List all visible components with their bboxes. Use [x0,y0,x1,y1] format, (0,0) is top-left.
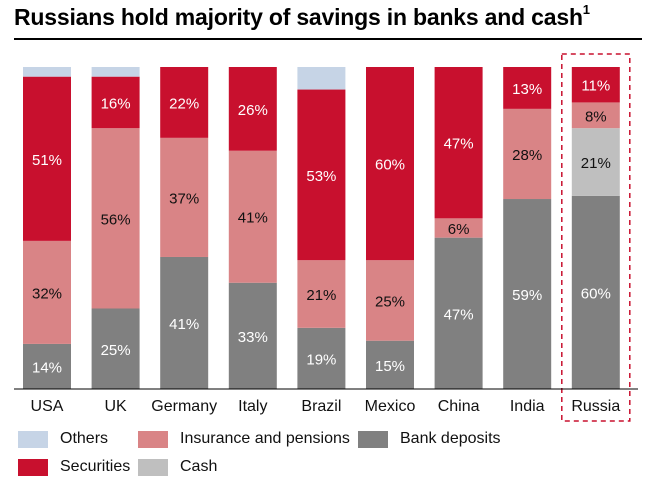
data-label-china-securities: 47% [444,136,474,153]
legend-label-cash: Cash [180,458,218,475]
bar-china-insurance-and-pensions [434,218,483,238]
legend-item-bank-deposits: Bank deposits [358,430,501,448]
x-tick-label-mexico: Mexico [365,398,416,415]
data-label-india-bank-deposits: 59% [512,287,542,304]
x-tick-label-usa: USA [31,398,64,415]
bar-russia-bank-deposits [571,195,620,389]
bar-germany-securities [160,67,209,138]
data-label-germany-insurance-and-pensions: 37% [169,190,199,207]
x-tick-label-china: China [438,398,480,415]
x-tick-label-germany: Germany [151,398,217,415]
data-label-usa-securities: 51% [32,152,62,169]
data-label-russia-cash: 21% [581,155,611,172]
data-label-india-insurance-and-pensions: 28% [512,147,542,164]
data-label-usa-bank-deposits: 14% [32,359,62,376]
data-label-uk-securities: 16% [101,95,131,112]
data-label-brazil-securities: 53% [306,168,336,185]
legend-swatch-securities [18,458,48,476]
bar-germany-bank-deposits [160,256,209,389]
data-label-uk-insurance-and-pensions: 56% [101,211,131,228]
bar-india-insurance-and-pensions [503,108,552,200]
legend-item-securities: Securities [18,458,130,476]
legend-item-cash: Cash [138,458,217,476]
data-label-russia-insurance-and-pensions: 8% [585,108,607,125]
legend-swatch-cash [138,458,168,476]
bar-mexico-bank-deposits [366,340,414,389]
data-label-china-bank-deposits: 47% [444,306,474,323]
legend-item-others: Others [18,430,108,448]
bar-uk-bank-deposits [91,308,140,389]
bar-brazil-bank-deposits [297,327,346,389]
title-footnote: 1 [582,2,590,18]
bar-india-bank-deposits [503,199,552,389]
bar-italy-securities [228,67,277,151]
legend-label-others: Others [60,430,109,447]
bar-germany-insurance-and-pensions [160,137,209,257]
legend-swatch-insurance [138,430,168,448]
bar-china-securities [434,67,483,219]
data-label-italy-insurance-and-pensions: 41% [238,210,268,227]
bar-russia-securities [571,67,620,103]
bar-brazil-securities [297,89,346,261]
legend-label-insurance: Insurance and pensions [180,430,350,447]
data-label-mexico-insurance-and-pensions: 25% [375,293,405,310]
data-label-uk-bank-deposits: 25% [101,342,131,359]
x-tick-label-italy: Italy [238,398,267,415]
bar-usa-securities [23,76,71,241]
data-label-usa-insurance-and-pensions: 32% [32,285,62,302]
bar-uk-others [91,67,140,77]
bar-usa-others [23,67,71,77]
bar-uk-securities [91,76,140,129]
data-label-brazil-insurance-and-pensions: 21% [306,287,336,304]
data-label-brazil-bank-deposits: 19% [306,351,336,368]
x-tick-label-uk: UK [104,398,127,415]
bar-mexico-insurance-and-pensions [366,260,414,341]
legend-swatch-bank-deposits [358,430,388,448]
x-tick-label-brazil: Brazil [301,398,341,415]
bar-india-securities [503,67,552,109]
bar-usa-bank-deposits [23,343,71,389]
x-tick-label-russia: Russia [571,398,620,415]
bar-italy-insurance-and-pensions [228,150,277,283]
legend-label-securities: Securities [60,458,131,475]
bar-brazil-others [297,67,346,90]
data-label-russia-securities: 11% [581,78,610,95]
data-label-italy-bank-deposits: 33% [238,329,268,346]
bar-uk-insurance-and-pensions [91,128,140,309]
bar-russia-insurance-and-pensions [571,102,620,129]
bar-brazil-insurance-and-pensions [297,260,346,328]
data-label-mexico-bank-deposits: 15% [375,358,405,375]
highlight-box-russia [561,53,631,422]
data-label-china-insurance-and-pensions: 6% [448,221,470,238]
bar-mexico-securities [366,67,414,261]
bar-usa-insurance-and-pensions [23,240,71,344]
legend-swatch-others [18,430,48,448]
data-label-germany-bank-deposits: 41% [169,316,199,333]
x-tick-label-india: India [510,398,545,415]
chart-title-text: Russians hold majority of savings in ban… [14,4,583,30]
data-label-russia-bank-deposits: 60% [581,285,611,302]
legend-item-insurance: Insurance and pensions [138,430,350,448]
data-label-india-securities: 13% [512,81,542,98]
bar-china-bank-deposits [434,237,483,389]
legend-label-bank-deposits: Bank deposits [400,430,501,447]
bar-russia-cash [571,128,620,196]
title-underline [14,38,642,40]
data-label-italy-securities: 26% [238,102,268,119]
data-label-germany-securities: 22% [169,95,199,112]
chart-title: Russians hold majority of savings in ban… [14,2,590,31]
bar-italy-bank-deposits [228,282,277,389]
data-label-mexico-securities: 60% [375,157,405,174]
